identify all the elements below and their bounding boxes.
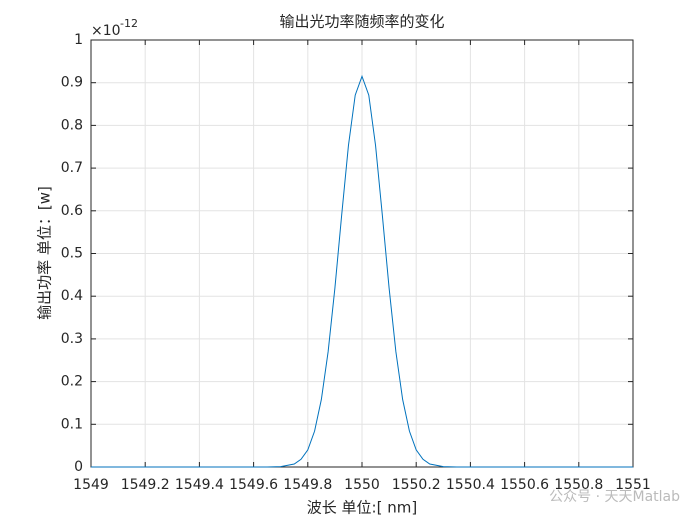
y-axis-label: 输出功率 单位：[w] — [36, 186, 54, 320]
y-tick-label: 0 — [74, 459, 83, 475]
y-tick-label: 0.3 — [61, 331, 83, 347]
x-tick-label: 1551 — [615, 477, 651, 493]
x-tick-label: 1549.4 — [175, 477, 224, 493]
x-axis-label: 波长 单位:[ nm] — [307, 499, 417, 517]
x-tick-label: 1549 — [73, 477, 109, 493]
y-tick-label: 0.4 — [61, 288, 83, 304]
y-tick-label: 0.9 — [61, 75, 83, 91]
y-exponent-base: ×10 — [91, 23, 121, 39]
axes-box — [90, 39, 634, 468]
x-tick-label: 1550 — [344, 477, 380, 493]
x-tick-label: 1550.4 — [446, 477, 495, 493]
y-tick-label: 0.5 — [61, 246, 83, 262]
x-tick-label: 1549.2 — [121, 477, 170, 493]
y-exponent: -12 — [120, 17, 138, 30]
chart-title: 输出光功率随频率的变化 — [279, 13, 444, 31]
x-tick-label: 1549.6 — [229, 477, 278, 493]
x-tick-label: 1550.8 — [554, 477, 603, 493]
x-tick-label: 1549.8 — [283, 477, 332, 493]
y-tick-label: 0.1 — [61, 416, 83, 432]
y-tick-label: 0.6 — [61, 203, 83, 219]
x-tick-label: 1550.6 — [500, 477, 549, 493]
y-tick-label: 0.7 — [61, 160, 83, 176]
y-tick-label: 1 — [74, 32, 83, 48]
line-series — [91, 74, 633, 468]
x-tick-label: 1550.2 — [392, 477, 441, 493]
y-tick-label: 0.2 — [61, 374, 83, 390]
y-tick-label: 0.8 — [61, 117, 83, 133]
watermark: 公众号 · 天天Matlab — [549, 489, 680, 505]
